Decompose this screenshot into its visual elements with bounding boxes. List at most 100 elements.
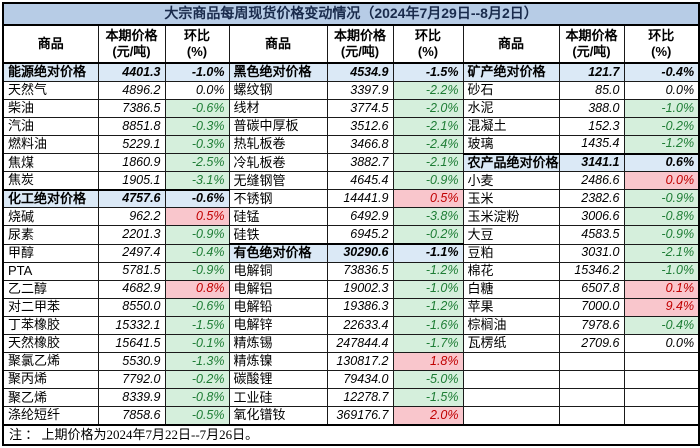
commodity-name-cell: 电解铜	[228, 261, 328, 281]
chg-cell: -0.9%	[623, 189, 700, 209]
price-cell: 3006.6	[558, 207, 625, 227]
commodity-name-cell: 水泥	[462, 98, 560, 119]
table-row: 聚乙烯 8339.9 -0.8% 工业硅 12278.7 -1.5%	[2, 388, 700, 408]
chg-cell: 0.8%	[164, 279, 230, 299]
price-cell: 15332.1	[97, 315, 166, 335]
column-header-commodity: 商品	[228, 24, 328, 65]
price-cell	[558, 388, 625, 408]
price-cell: 7000.0	[558, 297, 625, 317]
table-row: 焦煤 1860.9 -2.5% 冷轧板卷 3882.7 -2.1% 农产品绝对价格 3141.…	[2, 152, 700, 173]
chg-header-line1: 环比	[183, 27, 210, 43]
price-cell: 22633.4	[326, 315, 394, 335]
table-row: 聚氯乙烯 5530.9 -1.3% 精炼镍 130817.2 1.8%	[2, 352, 700, 372]
price-cell: 19002.3	[326, 279, 394, 299]
commodity-name-cell: 碳酸锂	[228, 370, 328, 390]
footnote: 注 ： 上期价格为2024年7月22日--7月26日。	[2, 423, 700, 446]
chg-cell: -0.8%	[623, 207, 700, 227]
price-cell: 247844.4	[326, 333, 394, 354]
chg-cell: -1.7%	[392, 333, 464, 354]
price-cell: 6492.9	[326, 207, 394, 227]
column-header-chg: 环比 (%)	[164, 24, 230, 65]
chg-cell: -0.4%	[164, 243, 230, 263]
chg-cell: -2.1%	[623, 243, 700, 263]
price-header-line1: 本期价格	[105, 27, 158, 43]
note-row: 注 ： 上期价格为2024年7月22日--7月26日。	[2, 423, 700, 446]
table-row: 能源绝对价格 4401.3 -1.0% 黑色绝对价格 4534.9 -1.5% 矿产绝对价格…	[2, 62, 700, 82]
column-header-chg: 环比 (%)	[392, 24, 464, 65]
commodity-name-cell: 燃料油	[2, 135, 99, 155]
commodity-name-cell: 柴油	[2, 98, 99, 119]
column-header-price: 本期价格 (元/吨)	[558, 24, 625, 65]
chg-cell: -1.0%	[392, 279, 464, 299]
chg-cell: -1.2%	[392, 261, 464, 281]
chg-cell: 2.0%	[392, 406, 464, 426]
commodity-name-cell: 有色绝对价格	[228, 243, 328, 263]
chg-cell: -3.8%	[392, 207, 464, 227]
commodity-name-cell: 棉花	[462, 261, 560, 281]
table-row: 烧碱 962.2 0.5% 硅锰 6492.9 -3.8% 玉米淀粉 3006.6 -0.8%	[2, 207, 700, 227]
price-cell: 15346.2	[558, 261, 625, 281]
price-cell: 14441.9	[326, 189, 394, 209]
commodity-name-cell: 黑色绝对价格	[228, 62, 328, 82]
price-cell: 2382.6	[558, 189, 625, 209]
commodity-name-cell: 天然橡胶	[2, 333, 99, 354]
commodity-name-cell: 甲醇	[2, 243, 99, 263]
price-cell: 15641.5	[97, 333, 166, 354]
price-cell: 2709.6	[558, 333, 625, 354]
chg-header-line1: 环比	[648, 27, 675, 43]
chg-cell: -3.1%	[164, 171, 230, 191]
price-cell: 2486.6	[558, 171, 625, 191]
price-cell: 85.0	[558, 80, 625, 100]
chg-cell: -2.1%	[392, 153, 464, 173]
commodity-name-cell: 化工绝对价格	[2, 188, 99, 209]
commodity-name-cell: 汽油	[2, 116, 99, 137]
table-row: 聚丙烯 7792.0 -0.2% 碳酸锂 79434.0 -5.0%	[2, 370, 700, 390]
price-cell: 962.2	[97, 207, 166, 227]
chg-cell: 1.8%	[392, 352, 464, 372]
commodity-name-cell: 电解铝	[228, 279, 328, 299]
commodity-name-cell: 混凝土	[462, 116, 560, 137]
chg-cell: -1.3%	[164, 352, 230, 372]
price-header-line2: (元/吨)	[572, 44, 611, 60]
commodity-name-cell: 聚氯乙烯	[2, 352, 99, 372]
commodity-name-cell: 无缝钢管	[228, 171, 328, 191]
commodity-name-cell: 线材	[228, 98, 328, 119]
price-header-line2: (元/吨)	[340, 44, 380, 60]
chg-cell	[623, 370, 700, 390]
table-row: 乙二醇 4682.9 0.8% 电解铝 19002.3 -1.0% 白糖 6507.8 0.1%	[2, 279, 700, 299]
commodity-name-cell: 玻璃	[462, 135, 560, 155]
commodity-name-cell: 白糖	[462, 279, 560, 299]
commodity-name-cell: 涤纶短纤	[2, 406, 99, 426]
table-row: 天然橡胶 15641.5 -0.1% 精炼锡 247844.4 -1.7% 瓦楞纸 2709.…	[2, 333, 700, 354]
chg-cell: -0.6%	[164, 188, 230, 209]
chg-cell: 0.1%	[623, 279, 700, 299]
price-cell: 19386.3	[326, 297, 394, 317]
chg-cell: -1.6%	[392, 315, 464, 335]
commodity-name-cell: 聚丙烯	[2, 370, 99, 390]
chg-cell: 0.0%	[623, 80, 700, 100]
price-cell: 3397.9	[326, 80, 394, 100]
commodity-name-cell: 苹果	[462, 297, 560, 317]
commodity-name-cell: 聚乙烯	[2, 388, 99, 408]
commodity-name-cell: 普碳中厚板	[228, 116, 328, 137]
chg-cell: 0.6%	[623, 152, 700, 173]
price-cell: 7978.6	[558, 315, 625, 335]
column-header-price: 本期价格 (元/吨)	[97, 24, 166, 65]
chg-cell: -1.1%	[392, 243, 464, 263]
price-cell: 1860.9	[97, 153, 166, 173]
price-cell: 8851.8	[97, 116, 166, 137]
price-cell	[558, 370, 625, 390]
chg-cell: -0.9%	[164, 225, 230, 245]
commodity-name-cell: 矿产绝对价格	[462, 62, 560, 82]
chg-cell: -0.3%	[164, 135, 230, 155]
commodity-name-cell: 玉米	[462, 189, 560, 209]
table-title: 大宗商品每周现货价格变动情况（2024年7月29日--8月2日）	[2, 2, 700, 27]
chg-cell: -1.2%	[623, 135, 700, 155]
chg-cell: -0.6%	[164, 98, 230, 119]
price-cell	[558, 406, 625, 426]
chg-cell: -0.9%	[623, 225, 700, 245]
price-cell: 5530.9	[97, 352, 166, 372]
